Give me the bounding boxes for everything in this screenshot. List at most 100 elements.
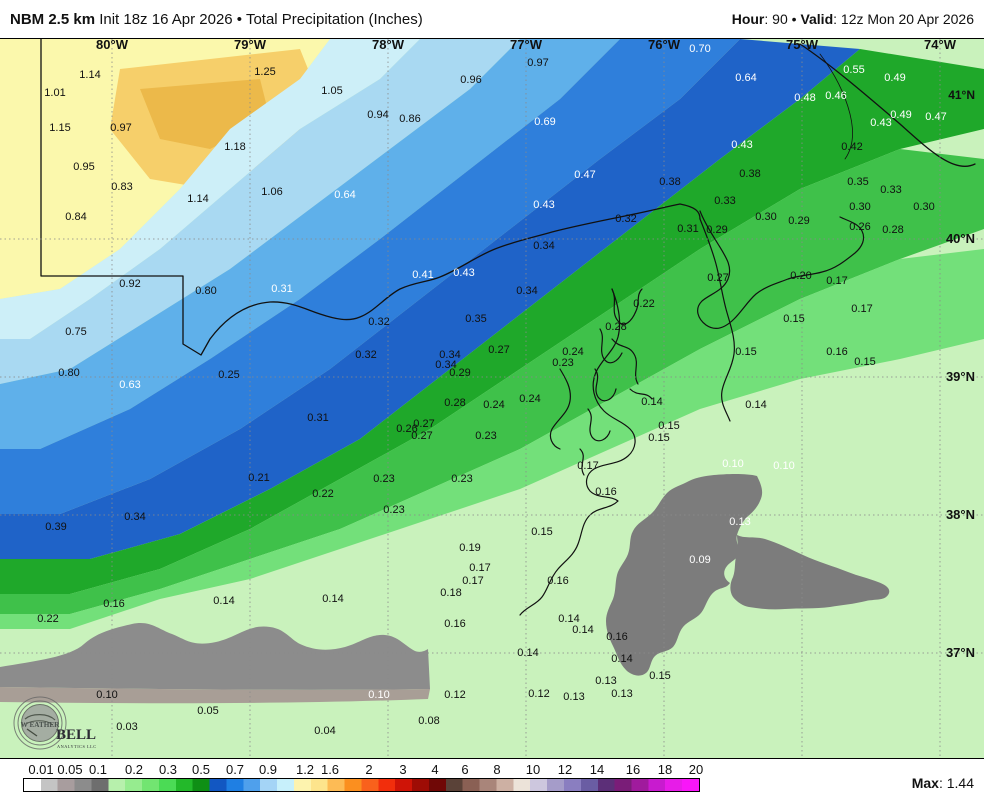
svg-text:0.18: 0.18: [440, 587, 461, 599]
svg-text:0.28: 0.28: [882, 224, 903, 236]
svg-text:0.80: 0.80: [58, 367, 79, 379]
svg-text:0.47: 0.47: [574, 169, 595, 181]
svg-text:0.14: 0.14: [213, 595, 234, 607]
svg-text:0.70: 0.70: [689, 43, 710, 55]
svg-text:BELL: BELL: [56, 727, 96, 743]
svg-text:1.25: 1.25: [254, 66, 275, 78]
svg-text:0.32: 0.32: [355, 349, 376, 361]
svg-text:0.29: 0.29: [788, 215, 809, 227]
svg-text:0.43: 0.43: [870, 117, 891, 129]
svg-text:0.15: 0.15: [735, 346, 756, 358]
svg-text:0.97: 0.97: [527, 57, 548, 69]
svg-text:0.14: 0.14: [641, 396, 662, 408]
svg-text:0.55: 0.55: [843, 64, 864, 76]
svg-text:0.33: 0.33: [880, 184, 901, 196]
svg-text:0.29: 0.29: [706, 224, 727, 236]
svg-text:0.47: 0.47: [925, 111, 946, 123]
svg-text:0.27: 0.27: [488, 344, 509, 356]
svg-text:0.16: 0.16: [547, 575, 568, 587]
svg-text:0.43: 0.43: [533, 199, 554, 211]
svg-text:0.31: 0.31: [271, 283, 292, 295]
svg-text:0.19: 0.19: [459, 542, 480, 554]
svg-text:0.15: 0.15: [854, 356, 875, 368]
svg-text:39°N: 39°N: [946, 369, 975, 384]
svg-text:0.26: 0.26: [849, 221, 870, 233]
svg-text:0.03: 0.03: [116, 721, 137, 733]
svg-text:0.92: 0.92: [119, 278, 140, 290]
svg-text:0.17: 0.17: [577, 460, 598, 472]
svg-text:0.22: 0.22: [312, 488, 333, 500]
svg-text:0.14: 0.14: [745, 399, 766, 411]
svg-text:0.10: 0.10: [722, 458, 743, 470]
svg-text:0.30: 0.30: [913, 201, 934, 213]
svg-text:0.34: 0.34: [516, 285, 537, 297]
svg-text:0.86: 0.86: [399, 113, 420, 125]
svg-text:0.27: 0.27: [411, 430, 432, 442]
svg-text:0.35: 0.35: [465, 313, 486, 325]
svg-text:0.33: 0.33: [714, 195, 735, 207]
svg-text:0.23: 0.23: [475, 430, 496, 442]
svg-text:ANALYTICS LLC: ANALYTICS LLC: [57, 744, 97, 749]
svg-text:78°W: 78°W: [372, 39, 405, 52]
svg-text:0.17: 0.17: [826, 275, 847, 287]
svg-text:1.01: 1.01: [44, 87, 65, 99]
svg-text:0.43: 0.43: [731, 139, 752, 151]
svg-text:0.23: 0.23: [383, 504, 404, 516]
svg-text:79°W: 79°W: [234, 39, 267, 52]
svg-text:0.97: 0.97: [110, 122, 131, 134]
svg-text:0.22: 0.22: [37, 613, 58, 625]
svg-text:0.24: 0.24: [519, 393, 540, 405]
svg-text:0.24: 0.24: [483, 399, 504, 411]
svg-text:38°N: 38°N: [946, 507, 975, 522]
svg-text:W EATHER: W EATHER: [21, 721, 60, 729]
svg-text:75°W: 75°W: [786, 39, 819, 52]
svg-text:0.80: 0.80: [195, 285, 216, 297]
svg-text:0.94: 0.94: [367, 109, 388, 121]
svg-text:0.05: 0.05: [197, 705, 218, 717]
svg-text:40°N: 40°N: [946, 231, 975, 246]
svg-text:0.27: 0.27: [413, 418, 434, 430]
svg-text:0.63: 0.63: [119, 379, 140, 391]
svg-text:0.15: 0.15: [649, 670, 670, 682]
svg-text:1.15: 1.15: [49, 122, 70, 134]
svg-text:1.05: 1.05: [321, 85, 342, 97]
svg-text:0.32: 0.32: [368, 316, 389, 328]
svg-text:0.35: 0.35: [847, 176, 868, 188]
svg-text:0.41: 0.41: [412, 269, 433, 281]
svg-text:0.15: 0.15: [531, 526, 552, 538]
svg-text:0.38: 0.38: [659, 176, 680, 188]
svg-text:0.13: 0.13: [611, 688, 632, 700]
svg-text:0.48: 0.48: [794, 92, 815, 104]
svg-text:0.16: 0.16: [606, 631, 627, 643]
svg-text:76°W: 76°W: [648, 39, 681, 52]
svg-text:0.10: 0.10: [368, 689, 389, 701]
svg-text:0.34: 0.34: [533, 240, 554, 252]
svg-text:0.34: 0.34: [435, 359, 456, 371]
svg-text:0.64: 0.64: [334, 189, 355, 201]
svg-text:0.04: 0.04: [314, 725, 335, 737]
svg-text:0.28: 0.28: [444, 397, 465, 409]
svg-text:1.14: 1.14: [79, 69, 100, 81]
svg-text:0.25: 0.25: [218, 369, 239, 381]
svg-text:0.27: 0.27: [707, 272, 728, 284]
svg-text:0.16: 0.16: [826, 346, 847, 358]
svg-text:0.30: 0.30: [849, 201, 870, 213]
svg-text:0.23: 0.23: [451, 473, 472, 485]
svg-text:0.49: 0.49: [890, 109, 911, 121]
svg-text:0.49: 0.49: [884, 72, 905, 84]
svg-text:0.14: 0.14: [572, 624, 593, 636]
svg-text:0.13: 0.13: [563, 691, 584, 703]
svg-text:0.69: 0.69: [534, 116, 555, 128]
svg-text:0.14: 0.14: [322, 593, 343, 605]
svg-text:0.16: 0.16: [595, 486, 616, 498]
svg-text:0.14: 0.14: [517, 647, 538, 659]
svg-text:0.95: 0.95: [73, 161, 94, 173]
svg-text:0.32: 0.32: [615, 213, 636, 225]
svg-text:0.15: 0.15: [783, 313, 804, 325]
svg-text:0.30: 0.30: [755, 211, 776, 223]
svg-text:0.15: 0.15: [658, 420, 679, 432]
svg-text:0.38: 0.38: [739, 168, 760, 180]
svg-text:1.14: 1.14: [187, 193, 208, 205]
svg-text:0.13: 0.13: [595, 675, 616, 687]
svg-text:0.84: 0.84: [65, 211, 86, 223]
